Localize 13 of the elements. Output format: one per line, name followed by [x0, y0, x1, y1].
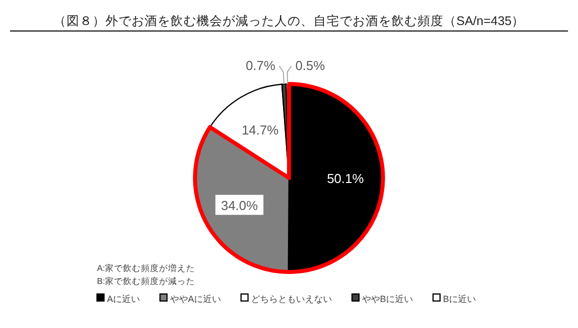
legend-label: どちらともいえない — [251, 294, 332, 304]
legend-label: Aに近い — [107, 294, 140, 304]
data-label: 0.5% — [295, 58, 326, 74]
legend-label: Bに近い — [443, 294, 476, 304]
text: A:家で飲む頻度が増えた — [97, 263, 196, 273]
text: B:家で飲む頻度が減った — [97, 276, 196, 286]
legend-label: ややAに近い — [170, 294, 222, 304]
data-label: 34.0% — [220, 198, 258, 213]
chart-title: （図８）外でお酒を飲む機会が減った人の、自宅でお酒を飲む頻度（SA/n=435） — [53, 13, 525, 28]
data-label: 14.7% — [242, 122, 279, 138]
data-label: 0.7% — [246, 58, 276, 74]
data-label: 50.1% — [326, 171, 364, 186]
legend-label: ややBに近い — [362, 294, 414, 304]
